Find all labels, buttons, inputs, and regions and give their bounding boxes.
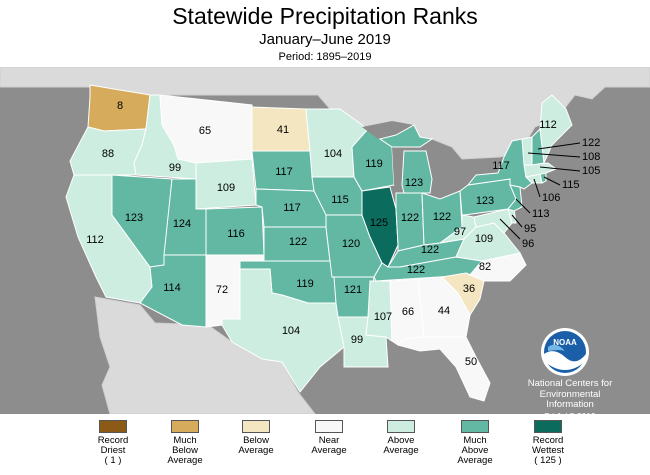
rank-label-wv: 97 [454, 226, 466, 238]
lake-huron [426, 149, 448, 179]
rank-label-vt: 108 [582, 151, 600, 163]
rank-label-wi: 119 [365, 158, 383, 170]
rank-label-mo: 120 [342, 238, 360, 250]
leader-md [499, 218, 521, 240]
noaa-logo: NOAA [541, 328, 589, 376]
map-subtitle: January–June 2019 [259, 31, 391, 48]
rank-label-nc: 82 [479, 261, 491, 273]
rank-label-va: 109 [475, 233, 493, 245]
rank-label-sc: 36 [463, 283, 475, 295]
rank-label-ks: 122 [289, 236, 307, 248]
rank-label-la: 99 [351, 334, 363, 346]
leader-nh [537, 142, 581, 150]
legend-swatch [315, 420, 343, 433]
legend-swatch [242, 420, 270, 433]
rank-label-id: 99 [169, 162, 181, 174]
rank-label-nh: 122 [582, 137, 600, 149]
rank-label-sd: 117 [275, 166, 293, 178]
map-header: Statewide Precipitation Ranks January–Ju… [0, 0, 650, 66]
legend-swatch [99, 420, 127, 433]
credit-line-2: Environmental [539, 388, 601, 400]
leader-vt [527, 152, 581, 158]
state-me [539, 94, 573, 165]
ncei-credit: National Centers for Environmental Infor… [515, 378, 625, 421]
rank-label-in: 122 [401, 212, 419, 224]
legend-swatch [461, 420, 489, 433]
rank-label-ky: 122 [421, 244, 439, 256]
rank-label-mi: 123 [405, 177, 423, 189]
legend-record-driest: Record Driest( 1 ) [78, 420, 148, 466]
map-panel: 8 88 112 99 123 65 109 124 114 116 72 41 117 117 122 11… [0, 67, 650, 421]
lake-erie [436, 183, 470, 199]
rank-label-ct: 106 [542, 192, 560, 204]
us-map: 8881129912365109124114116724111711712211… [0, 67, 650, 414]
legend-above: Above Average [366, 420, 436, 456]
rank-label-az: 114 [163, 282, 181, 294]
leader-nj [515, 198, 531, 214]
map-title: Statewide Precipitation Ranks [172, 3, 478, 29]
svg-text:NOAA: NOAA [553, 338, 577, 347]
state-vt [521, 136, 533, 166]
state-ar [332, 276, 375, 318]
rank-label-mn: 104 [324, 148, 342, 160]
legend-near: Near Average [294, 420, 364, 456]
rank-label-co: 116 [227, 228, 245, 240]
state-tx [221, 268, 345, 393]
rank-label-il: 125 [370, 217, 388, 229]
rank-label-ga: 44 [438, 305, 450, 317]
rank-label-nv: 123 [125, 212, 143, 224]
credit-date: Fri Jul 5 2019 [544, 410, 596, 421]
lake-michigan [392, 147, 402, 185]
leader-ct [533, 178, 541, 198]
rank-label-ne: 117 [283, 202, 301, 214]
rank-label-de: 95 [524, 223, 536, 235]
rank-label-ut: 124 [173, 218, 191, 230]
rank-label-or: 88 [102, 148, 114, 160]
rank-label-nd: 41 [277, 124, 289, 136]
rank-label-md: 96 [522, 238, 534, 250]
rank-label-al: 66 [402, 306, 414, 318]
rank-label-nj: 113 [532, 208, 550, 220]
rank-label-ia: 115 [331, 194, 349, 206]
rank-label-ca: 112 [86, 234, 104, 246]
rank-label-ok: 119 [296, 278, 314, 290]
rank-label-ri: 115 [562, 179, 580, 191]
legend-swatch [171, 420, 199, 433]
rank-label-me: 112 [539, 119, 557, 131]
leader-ri [543, 176, 561, 186]
credit-line-3: Information [546, 399, 594, 410]
rank-label-tn: 122 [407, 264, 425, 276]
legend-below: Below Average [221, 420, 291, 456]
legend-record-wettest: Record Wettest( 125 ) [513, 420, 583, 466]
map-period: Period: 1895–2019 [278, 51, 372, 63]
credit-line-1: National Centers for [527, 378, 613, 389]
state-wy [195, 158, 257, 210]
legend: Record Driest( 1 ) Much Below Average Below… [0, 416, 650, 475]
rank-label-nm: 72 [216, 284, 228, 296]
canada-land [0, 67, 650, 160]
leader-ma [539, 166, 581, 172]
rank-label-mt: 65 [199, 125, 211, 137]
rank-label-wa: 8 [117, 100, 123, 112]
rank-label-wy: 109 [217, 182, 235, 194]
legend-much-below: Much Below Average [150, 420, 220, 466]
lake-superior [362, 121, 414, 139]
state-mi [378, 124, 434, 194]
rank-label-tx: 104 [282, 325, 300, 337]
legend-swatch [534, 420, 562, 433]
rank-label-pa: 123 [476, 195, 494, 207]
state-fl [397, 336, 491, 402]
rank-label-ar: 121 [344, 284, 362, 296]
rank-labels: 8881129912365109124114116724111711712211… [86, 100, 600, 368]
rank-label-oh: 122 [433, 211, 451, 223]
legend-swatch [387, 420, 415, 433]
rank-label-fl: 50 [465, 356, 477, 368]
mexico-land [94, 296, 316, 414]
legend-much-above: Much Above Average [440, 420, 510, 466]
rank-label-ny: 117 [492, 160, 510, 172]
rank-label-ma: 105 [582, 165, 600, 177]
leader-de [511, 214, 523, 228]
rank-label-ms: 107 [374, 311, 392, 323]
